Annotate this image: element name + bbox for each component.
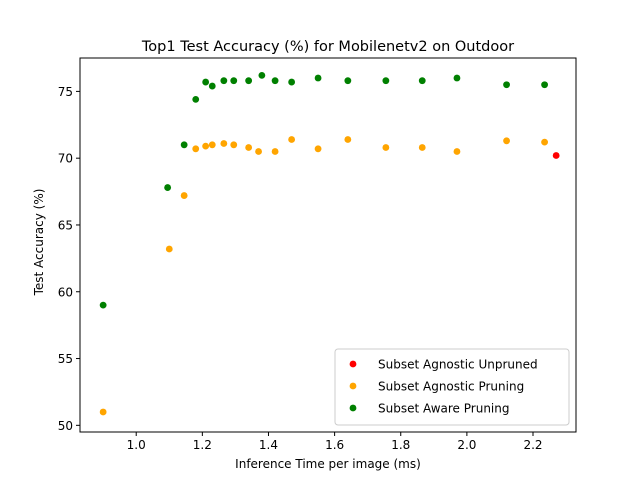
legend-marker [349,382,357,390]
x-axis-label: Inference Time per image (ms) [235,457,421,471]
data-point [258,71,266,79]
data-point [220,77,228,85]
series-0 [552,152,560,159]
data-point [99,301,107,309]
data-point [314,74,322,82]
y-tick-label: 70 [58,152,73,166]
data-point [220,140,228,147]
series-1 [99,136,548,416]
legend-label: Subset Agnostic Pruning [378,380,524,394]
data-point [503,137,510,145]
data-point [418,144,426,151]
data-point [230,141,238,149]
data-point [208,141,216,149]
data-point [202,78,210,86]
x-tick-label: 1.0 [127,438,146,452]
data-point [418,77,426,85]
y-tick-label: 65 [58,218,73,232]
data-point [255,148,262,155]
data-point [382,77,390,85]
plot-frame [79,57,577,433]
data-points [99,71,560,416]
y-tick-label: 60 [58,285,73,299]
y-tick-label: 55 [58,352,73,366]
x-tick-label: 1.8 [391,438,410,452]
data-point [344,77,352,85]
chart-title: Top1 Test Accuracy (%) for Mobilenetv2 o… [141,39,514,55]
data-point [503,81,510,89]
data-point [288,78,296,86]
x-tick-label: 2.0 [457,438,476,452]
data-point [382,144,390,151]
x-tick-label: 1.4 [259,438,278,452]
data-point [541,81,548,89]
legend-label: Subset Agnostic Unpruned [378,358,538,372]
data-point [453,148,461,155]
legend-label: Subset Aware Pruning [378,402,509,416]
x-tick-label: 1.2 [193,438,212,452]
data-point [288,136,296,143]
data-point [165,245,173,253]
data-point [202,142,210,150]
data-point [245,77,253,85]
data-point [541,138,548,146]
data-point [180,192,188,199]
y-tick-label: 50 [58,419,73,433]
legend-box [334,348,570,426]
data-point [164,184,172,191]
y-axis-label: Test Accuracy (%) [32,189,46,297]
legend-marker [349,404,357,412]
data-point [230,77,238,85]
y-tick-label: 75 [58,85,73,99]
data-point [99,408,107,416]
x-tick-label: 1.6 [325,438,344,452]
x-tick-label: 2.2 [523,438,542,452]
series-2 [99,71,548,309]
data-point [344,136,352,143]
legend[interactable]: Subset Agnostic Unpruned Subset Agnostic … [334,348,570,426]
data-point [453,74,461,82]
legend-marker [349,360,357,368]
data-point [552,152,560,159]
data-point [271,148,279,155]
x-axis: 1.0 1.2 1.4 1.6 1.8 2.0 2.2 [127,432,543,452]
data-point [192,145,200,153]
data-point [271,77,279,85]
data-point [245,144,253,151]
plot-area [79,57,577,433]
y-axis: 50 55 60 65 70 75 [58,85,80,433]
data-point [180,141,188,149]
data-point [192,96,200,103]
data-point [314,145,322,153]
data-point [208,82,216,90]
